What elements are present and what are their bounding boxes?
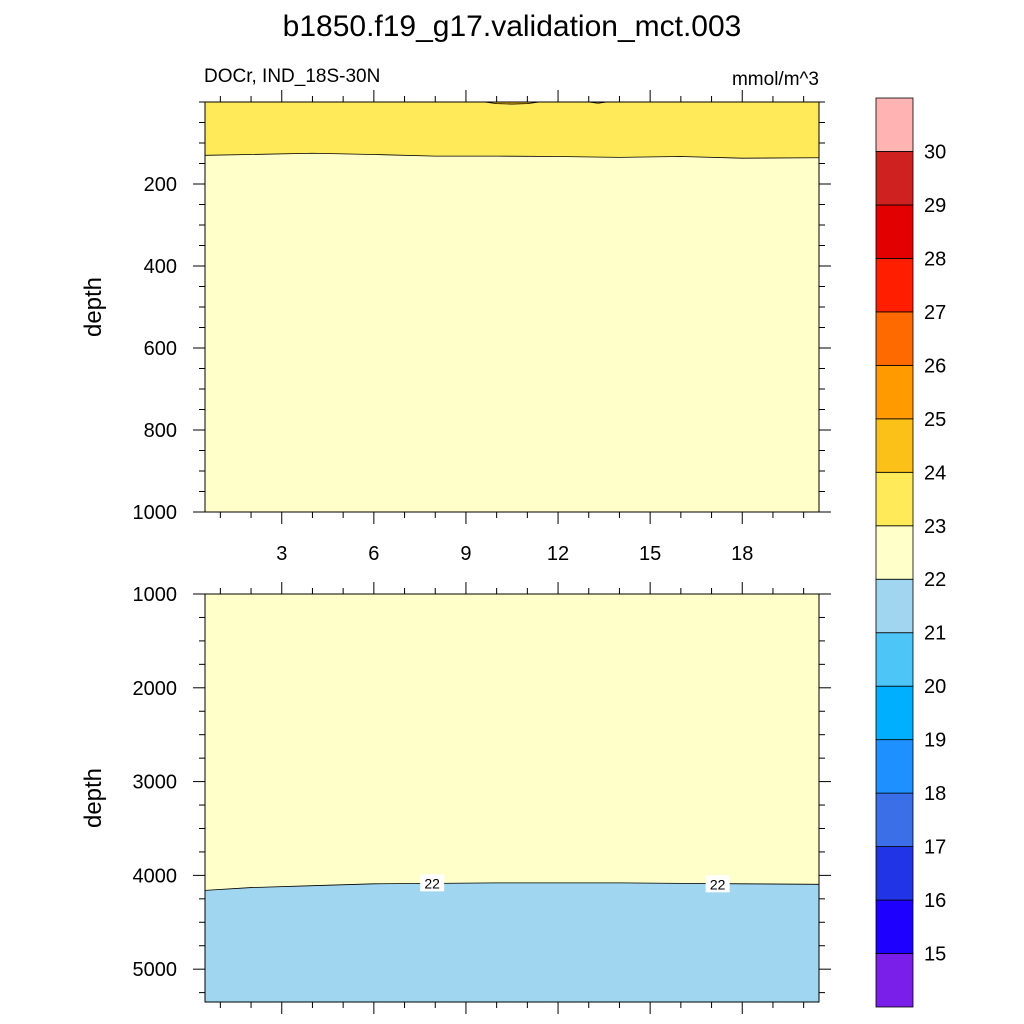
colorbar-swatch xyxy=(875,471,914,527)
y-axis-label: depth xyxy=(80,277,107,337)
colorbar-swatch xyxy=(875,739,914,794)
colorbar-label: 15 xyxy=(924,944,946,966)
contour-patch-24-25 xyxy=(484,102,540,105)
y-tick-label: 800 xyxy=(144,420,177,442)
colorbar-label: 23 xyxy=(924,516,946,538)
colorbar-label: 24 xyxy=(924,462,946,484)
contour-fill-22-23 xyxy=(205,102,819,512)
contour-fill-21-22 xyxy=(205,882,819,1002)
y-tick-label: 400 xyxy=(144,256,177,278)
colorbar-label: 19 xyxy=(924,730,946,752)
y-tick-label: 1000 xyxy=(133,584,178,606)
colorbar-label: 29 xyxy=(924,195,946,217)
x-tick-label: 15 xyxy=(639,543,661,565)
plot-frame xyxy=(204,593,820,1003)
colorbar-label: 27 xyxy=(924,302,946,324)
figure-title: b1850.f19_g17.validation_mct.003 xyxy=(283,10,742,43)
x-tick-label: 6 xyxy=(368,543,379,565)
contour-line xyxy=(205,152,819,159)
variable-region-label: DOCr, IND_18S-30N xyxy=(204,66,380,87)
x-tick-label: 12 xyxy=(547,543,569,565)
contour-line xyxy=(205,882,819,891)
contour-fill-23-24 xyxy=(205,102,819,159)
colorbar-swatch xyxy=(875,792,914,847)
colorbar-swatch xyxy=(875,685,914,741)
colorbar-swatch xyxy=(875,418,914,473)
contour-label-box xyxy=(705,875,730,893)
colorbar-label: 20 xyxy=(924,676,946,698)
upper-panel: 3 6 9 12 15 18 200 400 600 800 1000 depth xyxy=(80,90,831,565)
colorbar-label: 30 xyxy=(924,141,946,163)
colorbar-label: 26 xyxy=(924,355,946,377)
y-tick-label: 3000 xyxy=(133,772,178,794)
contour-label-box xyxy=(420,874,445,892)
colorbar-label: 28 xyxy=(924,248,946,270)
colorbar-swatch xyxy=(875,578,914,634)
contour-label: 22 xyxy=(710,876,726,892)
colorbar-label: 16 xyxy=(924,890,946,912)
colorbar-swatch xyxy=(875,364,914,420)
colorbar-swatch xyxy=(875,151,914,206)
y-tick-label: 1000 xyxy=(133,502,178,524)
units-label: mmol/m^3 xyxy=(732,69,819,90)
y-tick-label: 600 xyxy=(144,338,177,360)
colorbar-label: 22 xyxy=(924,569,946,591)
x-tick-label: 9 xyxy=(460,543,471,565)
colorbar-label: 25 xyxy=(924,409,946,431)
colorbar-label: 18 xyxy=(924,783,946,805)
x-tick-label: 18 xyxy=(731,543,753,565)
colorbar-swatch xyxy=(875,632,914,687)
colorbar-label: 21 xyxy=(924,623,946,645)
y-tick-label: 5000 xyxy=(133,959,178,981)
colorbar-swatch xyxy=(875,525,914,580)
colorbar-swatch xyxy=(875,97,914,152)
colorbar-swatch xyxy=(875,953,914,1008)
colorbar-swatch xyxy=(875,258,914,313)
colorbar: 15 16 17 18 19 20 21 22 23 24 25 26 27 28 29 30 xyxy=(875,97,946,1008)
colorbar-swatch xyxy=(875,899,914,954)
x-tick-label: 3 xyxy=(276,543,287,565)
colorbar-swatch xyxy=(875,311,914,366)
colorbar-swatch xyxy=(875,204,914,259)
y-tick-label: 2000 xyxy=(133,678,178,700)
colorbar-swatch xyxy=(875,846,914,901)
y-tick-label: 4000 xyxy=(133,865,178,887)
lower-panel: 22 22 1000 2000 3000 4000 5000 depth xyxy=(80,582,831,1014)
y-axis-label: depth xyxy=(80,768,107,828)
colorbar-label: 17 xyxy=(924,837,946,859)
contour-label: 22 xyxy=(424,875,440,891)
y-tick-label: 200 xyxy=(144,174,177,196)
